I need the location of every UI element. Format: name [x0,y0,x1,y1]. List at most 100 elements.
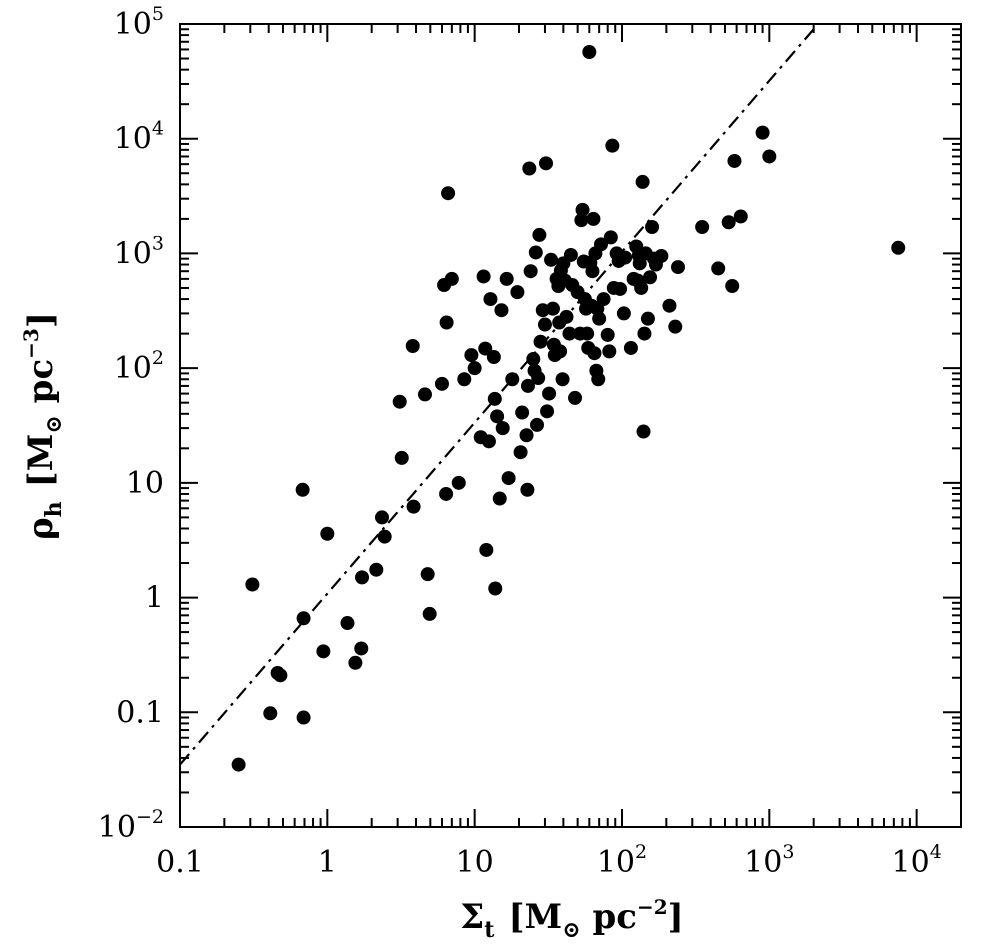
data-point [377,529,392,544]
data-point [603,230,618,245]
data-point [637,326,652,341]
data-point [417,387,432,402]
data-point [263,706,278,721]
data-point [544,252,559,267]
data-point [490,409,505,424]
data-point [457,372,472,387]
x-tick-label: 1 [318,845,337,880]
data-point [539,156,554,171]
y-axis-unit-mid: pc [21,359,61,415]
data-point [406,499,421,514]
data-point [755,125,770,140]
data-point [725,279,740,294]
data-point [420,567,435,582]
data-point [555,372,570,387]
data-point [245,577,260,592]
data-point [762,149,777,164]
x-axis-unit-sub: ⊙ [562,917,580,943]
data-point [532,227,547,242]
data-point [618,250,633,265]
data-point [592,311,607,326]
data-point [439,315,454,330]
y-axis-unit-close: ] [21,312,61,328]
data-point [711,261,726,276]
data-point [296,611,311,626]
x-axis-subscript: t [484,917,495,943]
x-axis-symbol: Σ [460,897,484,937]
data-point [542,386,557,401]
y-tick-label: 105 [114,3,164,42]
data-point [643,270,658,285]
major-ticks [179,23,961,828]
data-point [640,311,655,326]
y-tick-label: 103 [114,232,164,271]
data-point [487,391,502,406]
data-point [479,542,494,557]
data-point [645,219,660,234]
x-tick-label: 0.1 [156,845,204,880]
x-tick-label: 103 [744,841,794,880]
x-axis-unit-sup: −2 [637,895,668,919]
data-point [316,644,331,659]
data-point [273,668,288,683]
data-point [520,378,535,393]
data-point [295,482,310,497]
y-tick-label: 0.1 [116,695,164,730]
data-point [596,292,611,307]
data-point [733,209,748,224]
data-point [501,471,516,486]
data-point [531,371,546,386]
data-point [392,394,407,409]
y-tick-label: 10 [126,466,164,501]
data-point [585,264,600,279]
x-tick-label: 102 [597,841,647,880]
x-tick-label: 104 [892,841,942,880]
data-point [476,269,491,284]
data-point [695,219,710,234]
data-point [494,303,509,318]
data-points [231,45,906,772]
data-point [591,372,606,387]
data-point [654,248,669,263]
data-point [394,450,409,465]
data-point [422,606,437,621]
x-axis-unit-mid: pc [581,897,637,937]
data-point [623,340,638,355]
data-point [575,202,590,217]
data-point [444,271,459,286]
data-point [355,570,370,585]
data-point [434,376,449,391]
y-tick-label: 1 [145,581,164,616]
x-axis-unit-open: [M [508,897,562,937]
data-point [369,562,384,577]
data-point [296,710,311,725]
data-point [464,348,479,363]
data-point [537,317,552,332]
data-point [721,215,736,230]
data-point [231,757,246,772]
data-point [348,655,363,670]
data-point [467,361,482,376]
data-point [374,510,389,525]
data-point [526,352,541,367]
data-point [451,475,466,490]
data-point [405,338,420,353]
data-point [671,260,686,275]
y-axis-symbol: ρ [21,517,61,540]
data-point [727,153,742,168]
data-point [587,346,602,361]
y-tick-label: 102 [114,347,164,386]
data-point [495,421,510,436]
data-point [492,491,507,506]
data-point [553,344,568,359]
y-tick-label: 10−2 [98,806,164,845]
data-point [593,237,608,252]
data-point [519,428,534,443]
data-point [522,161,537,176]
y-axis-unit-sup: −3 [19,328,43,359]
data-point [528,245,543,260]
minor-ticks [180,24,962,827]
data-point [568,390,583,405]
